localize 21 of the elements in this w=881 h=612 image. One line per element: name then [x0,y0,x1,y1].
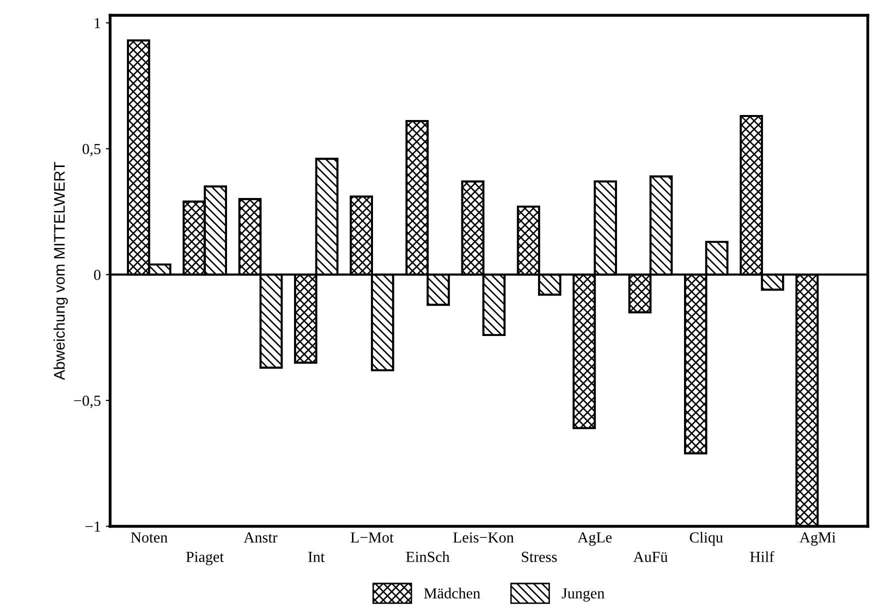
x-tick-label: Stress [522,552,557,562]
legend-label: Mädchen [424,588,480,598]
x-tick-label: AgLe [578,532,612,546]
x-tick-label: Leis−Kon [453,532,514,543]
x-tick-label: EinSch [406,551,450,562]
x-tick-label: Noten [130,532,168,543]
x-tick-label: Hilf [750,551,774,562]
x-tick-label: AuFü [633,552,668,562]
y-tick-label: −1 [86,522,100,532]
y-axis-title: Abweichung vom MITTELWERT [54,162,68,380]
y-tick-label: 0,5 [82,144,100,156]
legend-label: Jungen [562,588,604,602]
x-tick-label: Int [308,552,325,562]
x-tick-label: L−Mot [350,532,394,543]
x-tick-label: Piaget [186,552,224,566]
y-tick-label: 1 [94,18,100,28]
x-tick-label: Anstr [244,532,278,543]
y-tick-label: 0 [94,270,101,280]
x-tick-label: Cliqu [690,532,723,546]
x-tick-label: AgMi [800,532,836,546]
y-tick-label: −0,5 [74,396,100,408]
